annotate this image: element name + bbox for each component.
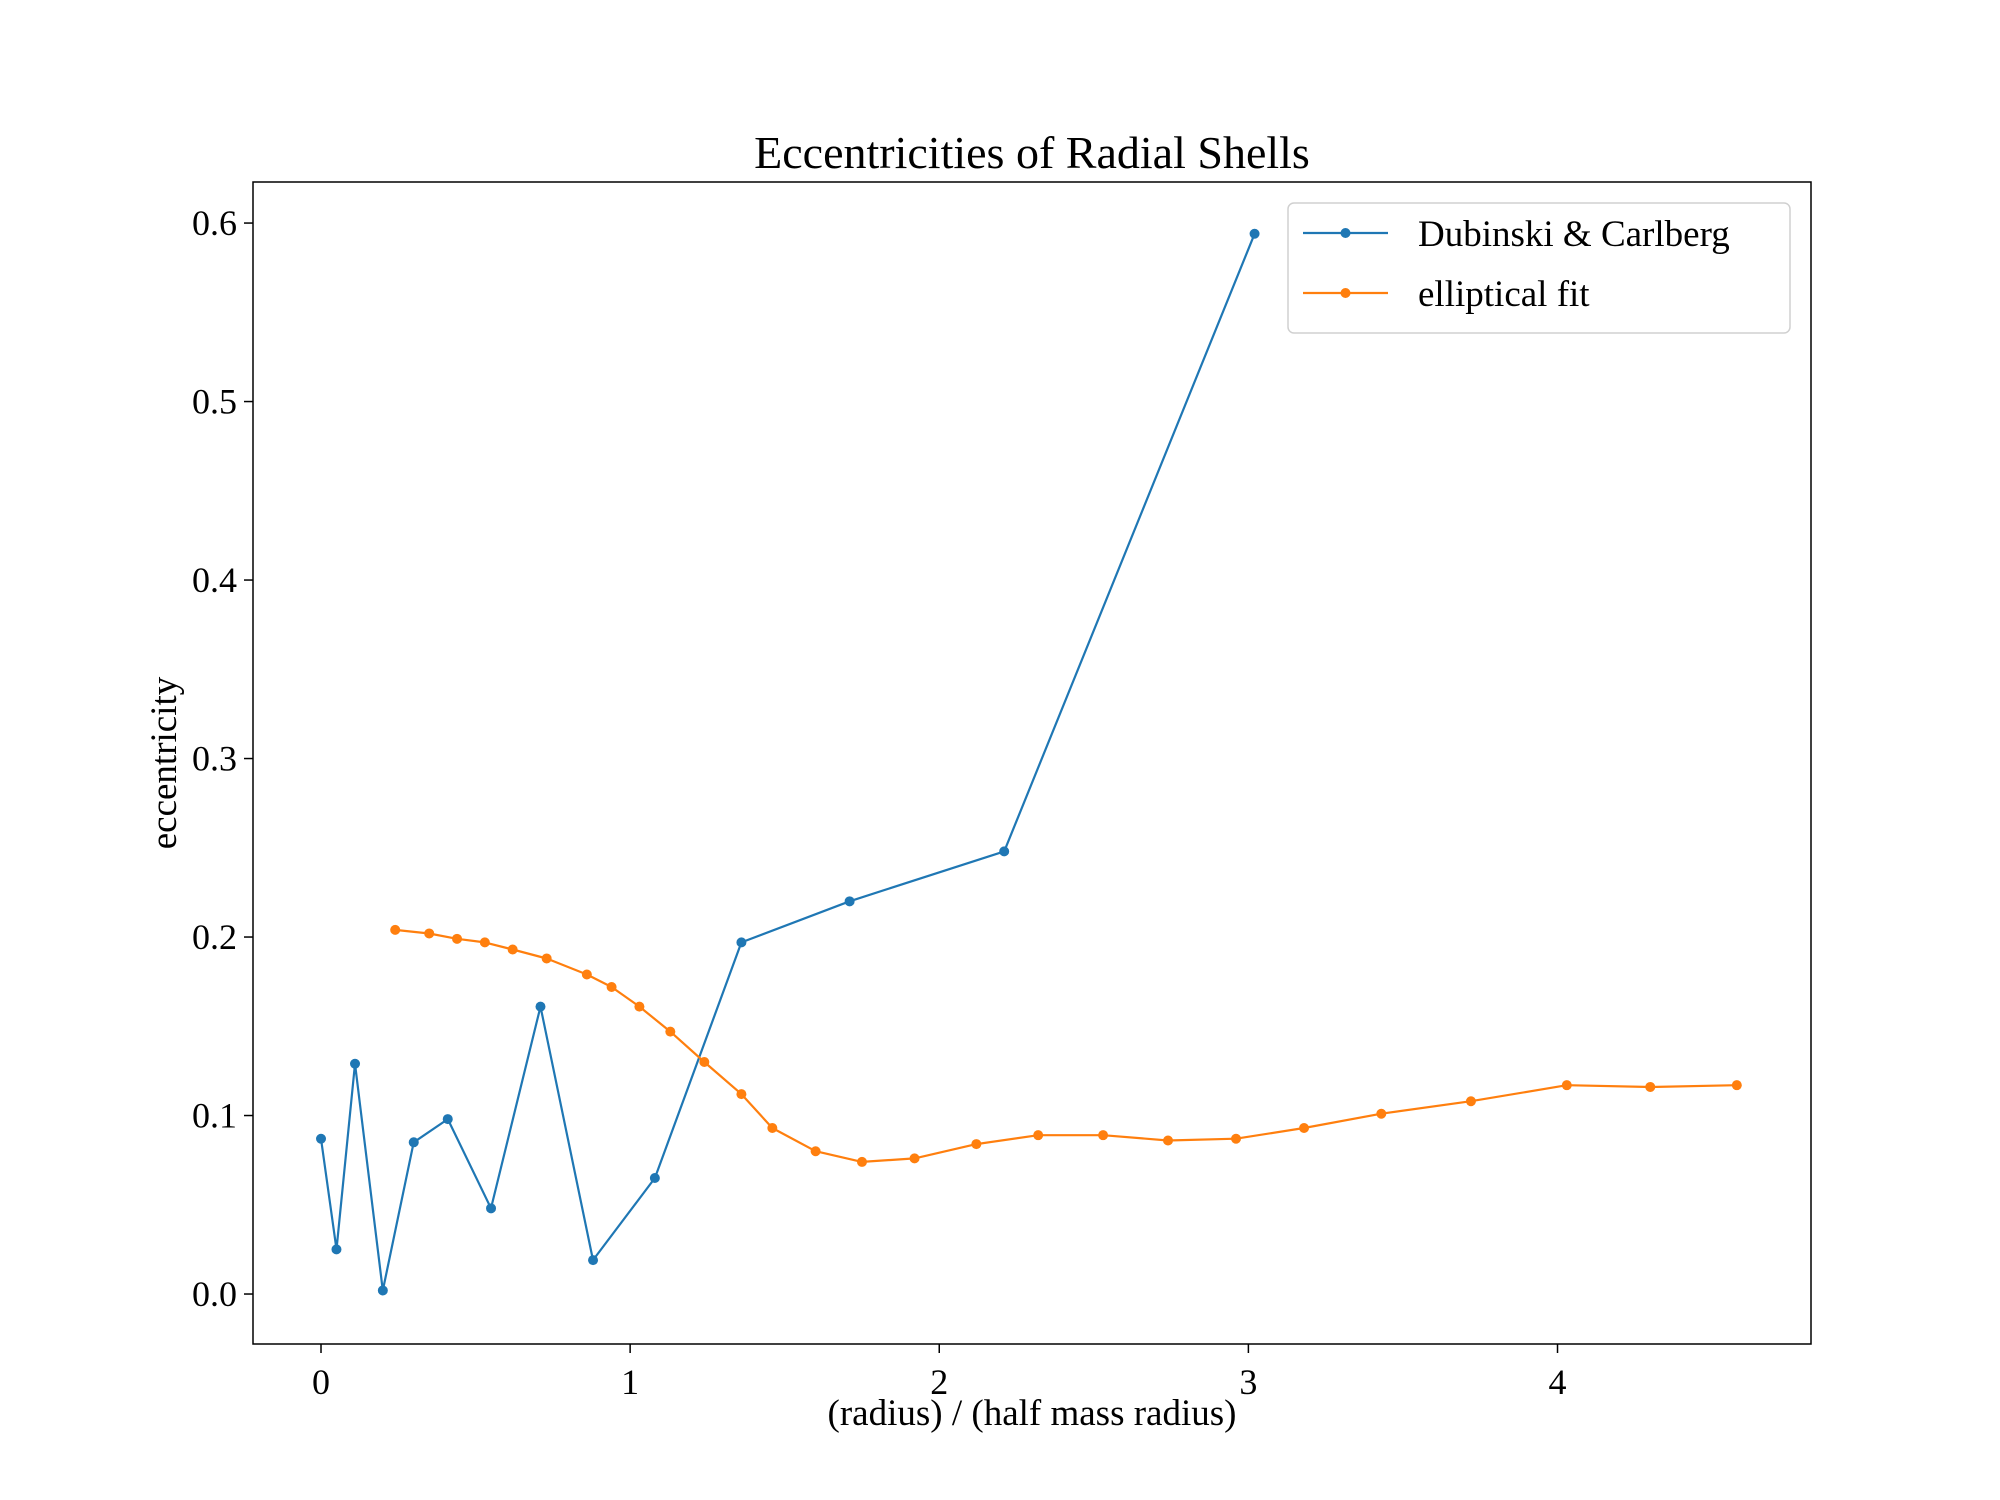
data-point-series-2 — [390, 924, 401, 935]
data-point-series-1 — [316, 1133, 327, 1144]
data-point-series-2 — [1731, 1080, 1742, 1091]
data-point-series-2 — [767, 1123, 778, 1134]
x-axis-label: (radius) / (half mass radius) — [828, 1393, 1237, 1434]
y-tick-label: 0.2 — [192, 917, 237, 957]
data-point-series-1 — [350, 1058, 361, 1069]
data-point-series-2 — [699, 1056, 710, 1067]
x-tick-label: 1 — [621, 1362, 639, 1402]
legend-marker-series-2 — [1340, 288, 1351, 298]
data-point-series-2 — [479, 937, 490, 948]
data-point-series-1 — [588, 1255, 599, 1266]
y-tick-label: 0.6 — [192, 203, 237, 243]
data-point-series-2 — [1376, 1108, 1387, 1119]
data-point-series-1 — [736, 937, 747, 948]
data-point-series-1 — [377, 1285, 388, 1296]
data-point-series-2 — [971, 1139, 982, 1150]
data-point-series-2 — [1163, 1135, 1174, 1146]
x-tick-label: 4 — [1549, 1362, 1567, 1402]
data-point-series-2 — [1561, 1080, 1572, 1091]
data-point-series-2 — [1098, 1130, 1109, 1141]
data-point-series-1 — [844, 896, 855, 907]
series-points — [316, 228, 1742, 1296]
data-point-series-1 — [649, 1173, 660, 1183]
y-tick-label: 0.5 — [192, 382, 237, 422]
data-point-series-1 — [486, 1203, 497, 1214]
legend-label-series-1: Dubinski & Carlberg — [1418, 214, 1730, 255]
y-tick-label: 0.1 — [192, 1096, 237, 1136]
series-line-1 — [319, 233, 1256, 1292]
plot-frame — [252, 181, 1812, 1345]
x-tick-label: 2 — [930, 1362, 948, 1402]
data-point-series-2 — [507, 944, 518, 955]
data-point-series-2 — [452, 933, 463, 944]
data-point-series-1 — [999, 846, 1010, 857]
data-point-series-2 — [424, 928, 435, 939]
data-point-series-2 — [909, 1153, 920, 1164]
data-point-series-2 — [856, 1156, 867, 1167]
data-point-series-2 — [581, 969, 592, 980]
data-point-series-2 — [1231, 1133, 1242, 1144]
legend-label-series-2: elliptical fit — [1418, 274, 1590, 315]
data-point-series-1 — [535, 1001, 546, 1012]
axis-ticks: 0 1 2 3 4 0.0 0.1 0.2 0.3 0.4 0.5 0.6 — [192, 203, 1567, 1402]
legend-frame — [1287, 202, 1791, 334]
data-point-series-2 — [810, 1146, 821, 1157]
y-tick-label: 0.3 — [192, 739, 237, 779]
y-axis-label: eccentricity — [144, 676, 185, 849]
x-tick-label: 3 — [1239, 1362, 1257, 1402]
data-point-series-1 — [331, 1244, 342, 1255]
data-point-series-1 — [408, 1137, 419, 1148]
y-tick-label: 0.4 — [192, 560, 237, 600]
data-point-series-2 — [1465, 1096, 1476, 1107]
chart-title: Eccentricities of Radial Shells — [754, 127, 1310, 178]
legend: Dubinski & Carlberg elliptical fit — [1287, 202, 1791, 334]
data-point-series-2 — [541, 953, 552, 964]
legend-marker-series-1 — [1340, 228, 1351, 238]
data-point-series-1 — [442, 1114, 453, 1125]
data-point-series-1 — [1249, 228, 1260, 239]
data-point-series-2 — [736, 1089, 747, 1100]
plot-area — [252, 181, 1812, 1345]
x-tick-label: 0 — [312, 1362, 330, 1402]
data-point-series-2 — [606, 982, 617, 993]
data-point-series-2 — [1299, 1123, 1310, 1134]
data-point-series-2 — [634, 1001, 645, 1012]
y-tick-label: 0.0 — [192, 1274, 237, 1314]
data-point-series-2 — [1645, 1081, 1656, 1092]
data-point-series-2 — [1033, 1130, 1044, 1141]
data-point-series-2 — [665, 1026, 676, 1037]
